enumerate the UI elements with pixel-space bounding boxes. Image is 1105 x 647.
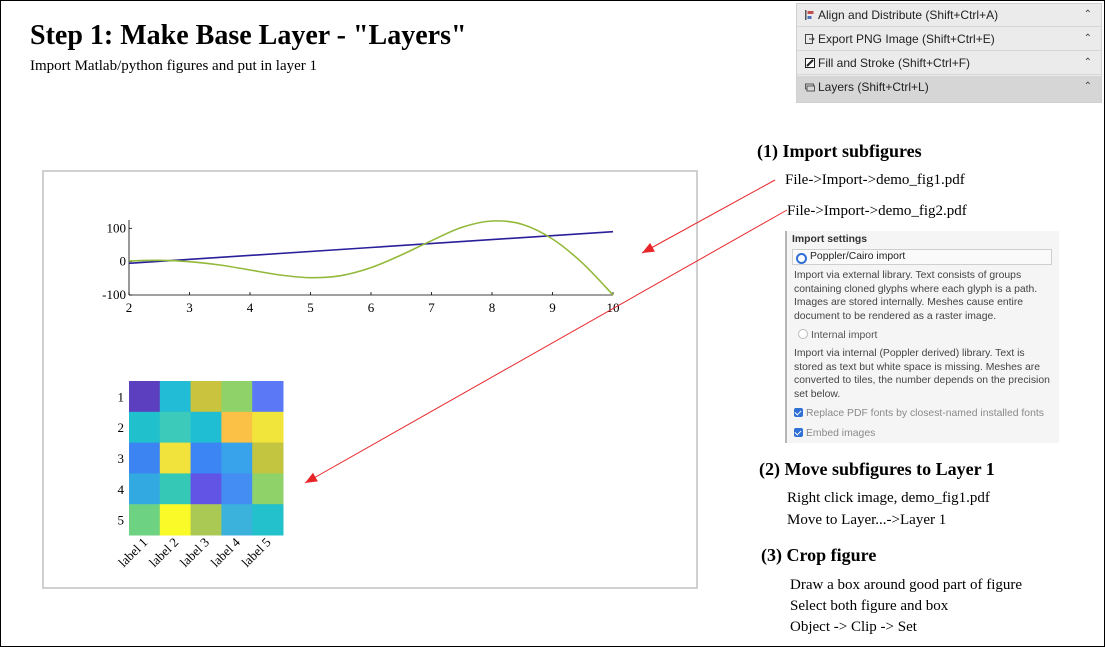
fill-stroke-icon [805,58,815,68]
page-subtitle: Import Matlab/python figures and put in … [30,58,318,74]
heatmap-cell [221,381,253,413]
x-tick-label: 2 [126,300,133,315]
heatmap-cell [129,504,161,536]
step3-line3: Object -> Clip -> Set [790,619,917,635]
heatmap-cell [221,411,253,444]
arrow-import-fig1-head [642,242,655,253]
arrow-import-fig2-head [305,472,318,483]
heatmap-cell [129,442,161,474]
x-tick-label: 8 [489,300,496,315]
heatmap-cell [252,442,284,474]
step2-line2: Move to Layer...->Layer 1 [787,512,947,528]
poppler-import-option[interactable]: Poppler/Cairo import [792,249,1052,265]
arrow-import-fig1 [641,179,776,254]
step1-heading: (1) Import subfigures [757,141,922,161]
step3-line2: Select both figure and box [790,598,949,614]
x-tick-label: 4 [247,300,254,315]
y-tick-label: 0 [120,254,127,269]
dock-item-layers[interactable]: Layers (Shift+Ctrl+L) ⌃ [797,76,1101,102]
heatmap-cell [159,473,192,505]
heatmap-cell [159,504,192,536]
checkbox-checked-icon [794,428,803,437]
dock-item-label: Fill and Stroke (Shift+Ctrl+F) [818,56,971,70]
dock-panel: Align and Distribute (Shift+Ctrl+A) ⌃ Ex… [796,3,1102,103]
chevron-up-icon[interactable]: ⌃ [1083,57,1092,68]
heatmap-cell [159,411,192,444]
heatmap-cell [252,411,284,444]
page-title: Step 1: Make Base Layer - "Layers" [30,20,467,51]
heatmap-cell [252,381,284,413]
heatmap-cell [190,442,222,474]
y-tick-label: 100 [107,220,127,235]
row-label: 3 [118,451,125,466]
row-label: 2 [118,420,125,435]
heatmap-cell [159,442,192,474]
heatmap-cell [129,411,161,444]
step3-heading: (3) Crop figure [761,545,877,565]
dock-item-label: Layers (Shift+Ctrl+L) [818,80,929,94]
internal-description: Import via internal (Poppler derived) li… [794,348,1050,400]
x-tick-label: 3 [186,300,193,315]
heatmap-cell [129,381,161,413]
heatmap-cell [252,473,284,505]
checkbox-checked-icon [794,408,803,417]
embed-images-label: Embed images [806,428,876,439]
step2-line1: Right click image, demo_fig1.pdf [787,490,990,506]
column-label: label 4 [208,534,244,570]
column-label: label 5 [238,535,273,570]
step1-line1: File->Import->demo_fig1.pdf [785,172,965,188]
x-tick-label: 5 [307,300,314,315]
poppler-option-label: Poppler/Cairo import [810,251,906,262]
dock-item-label: Align and Distribute (Shift+Ctrl+A) [818,8,999,22]
align-distribute-icon [805,10,814,20]
embed-images-checkbox[interactable]: Embed images [794,428,875,439]
row-label: 5 [118,513,125,528]
replace-fonts-checkbox[interactable]: Replace PDF fonts by closest-named insta… [794,408,1044,419]
x-tick-label: 10 [607,300,620,315]
heatmap-cell [190,381,222,413]
chevron-up-icon[interactable]: ⌃ [1083,81,1092,92]
heatmap-cell [129,473,161,505]
x-tick-label: 9 [549,300,556,315]
heatmap-cell [190,411,222,444]
column-label: label 1 [115,535,150,570]
step3-line1: Draw a box around good part of figure [790,577,1023,593]
arrow-import-fig2 [304,209,788,484]
heatmap-cell [190,473,222,505]
x-tick-label: 7 [428,300,435,315]
radio-selected-icon [796,253,807,264]
heatmap-cell [190,504,222,536]
step1-line2: File->Import->demo_fig2.pdf [787,203,967,219]
dock-item-label: Export PNG Image (Shift+Ctrl+E) [818,32,995,46]
heatmap-cell [159,381,192,413]
row-label: 1 [118,389,125,404]
internal-import-option[interactable]: Internal import [794,329,877,341]
import-settings-heading: Import settings [792,234,868,245]
y-tick-label: -100 [102,287,126,302]
chevron-up-icon[interactable]: ⌃ [1083,33,1092,44]
column-label: label 2 [146,535,181,570]
chevron-up-icon[interactable]: ⌃ [1083,9,1092,20]
radio-unselected-icon [798,329,808,339]
heatmap-cell [221,473,253,505]
poppler-description: Import via external library. Text consis… [794,270,1038,322]
replace-fonts-label: Replace PDF fonts by closest-named insta… [806,408,1044,419]
heatmap-cell [221,504,253,536]
heatmap-cell [252,504,284,536]
export-icon [805,34,815,44]
dock-item-export-png[interactable]: Export PNG Image (Shift+Ctrl+E) ⌃ [797,28,1101,51]
step2-heading: (2) Move subfigures to Layer 1 [759,459,995,479]
layers-icon [805,83,815,92]
series-line-1 [128,230,614,265]
row-label: 4 [118,482,125,497]
x-tick-label: 6 [368,300,375,315]
column-label: label 3 [177,535,212,570]
heatmap-cell [221,442,253,474]
import-settings-panel: Import settings Poppler/Cairo import Imp… [785,231,1059,443]
internal-option-label: Internal import [811,330,878,341]
series-line-2 [128,220,614,296]
dock-item-align-distribute[interactable]: Align and Distribute (Shift+Ctrl+A) ⌃ [797,4,1101,27]
dock-item-fill-stroke[interactable]: Fill and Stroke (Shift+Ctrl+F) ⌃ [797,52,1101,75]
